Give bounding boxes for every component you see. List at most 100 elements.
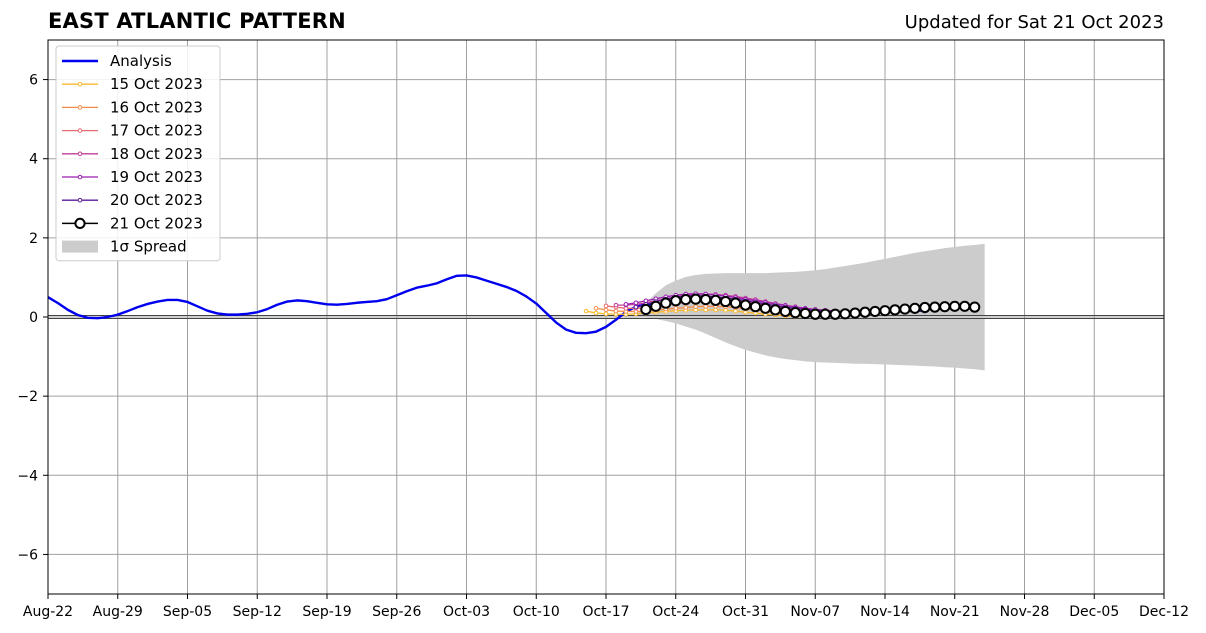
legend-label: 21 Oct 2023 [110, 214, 203, 232]
legend: Analysis 15 Oct 2023 16 Oct 2023 17 Oct 202… [55, 45, 221, 262]
x-tick-label: Nov-28 [1000, 604, 1050, 620]
series-point [919, 301, 931, 314]
series-point [640, 303, 652, 316]
legend-label: 19 Oct 2023 [110, 168, 203, 186]
y-axis-ticks: 6 4 2 0 −2 −4 −6 [17, 73, 48, 563]
analysis-line [47, 274, 656, 335]
series-point [680, 293, 692, 306]
x-tick-label: Aug-29 [93, 604, 143, 620]
series-point [959, 300, 971, 312]
series-point [593, 310, 599, 316]
legend-label: 1σ Spread [110, 238, 187, 256]
series-point [673, 305, 679, 311]
series-point [643, 298, 649, 304]
series-point [670, 295, 682, 307]
series-point [819, 308, 831, 320]
x-tick-label: Sep-12 [233, 604, 282, 620]
series-point [869, 305, 881, 318]
series-point [603, 311, 609, 317]
legend-item: 20 Oct 2023 [62, 191, 203, 209]
series-point [829, 308, 841, 320]
legend-box [55, 45, 221, 262]
series-point [909, 302, 921, 314]
spread-layer [635, 243, 985, 371]
legend-marker [77, 105, 83, 110]
legend-item: 16 Oct 2023 [62, 98, 203, 116]
series-point [849, 307, 861, 319]
series-point [690, 293, 702, 305]
legend-label: 17 Oct 2023 [110, 122, 203, 140]
series-point [623, 302, 629, 307]
x-tick-label: Nov-07 [790, 604, 840, 620]
legend-item: 19 Oct 2023 [62, 168, 203, 186]
series-point [633, 304, 639, 310]
series-point [799, 307, 811, 320]
legend-label: 18 Oct 2023 [110, 145, 203, 163]
series-point [710, 294, 722, 306]
series-point [879, 305, 891, 317]
series-point [949, 300, 961, 312]
series-point [613, 308, 619, 314]
x-tick-label: Dec-12 [1139, 604, 1189, 620]
series-point [969, 301, 981, 313]
series-point [660, 297, 672, 309]
series-point [769, 304, 781, 316]
series-point [700, 293, 712, 306]
legend-marker [77, 151, 83, 157]
legend-item: 15 Oct 2023 [62, 75, 203, 93]
legend-item: Analysis [62, 52, 172, 70]
series-point [733, 308, 738, 314]
legend-label: Analysis [110, 52, 172, 70]
series-point [729, 297, 742, 309]
series-point [899, 303, 911, 315]
y-tick-label: 4 [29, 152, 38, 168]
x-tick-label: Sep-05 [163, 604, 212, 620]
series-point [739, 299, 752, 311]
legend-marker [77, 174, 83, 180]
series-point [683, 305, 689, 310]
chart-subtitle: Updated for Sat 21 Oct 2023 [904, 12, 1164, 33]
series-point [583, 308, 589, 314]
x-tick-label: Nov-21 [930, 604, 980, 620]
legend-item: 1σ Spread [62, 238, 187, 256]
y-tick-label: −6 [17, 547, 38, 563]
legend-item: 17 Oct 2023 [62, 122, 203, 140]
series-point [713, 307, 718, 313]
series-point [859, 306, 871, 318]
series-point [929, 301, 941, 313]
y-tick-label: 0 [29, 310, 38, 326]
legend-item: 21 Oct 2023 [62, 214, 203, 232]
series-point [703, 307, 708, 313]
series-21-oct-2023 [640, 293, 981, 320]
legend-marker [77, 197, 83, 203]
series-point [809, 308, 821, 320]
x-tick-label: Oct-24 [652, 604, 699, 620]
series-point [743, 309, 748, 315]
y-tick-label: 6 [29, 73, 38, 89]
series-point [603, 303, 609, 309]
series-point [693, 304, 698, 310]
x-axis-ticks: Aug-22 Aug-29 Sep-05 Sep-12 Sep-19 Sep-26 Oct-… [23, 594, 1189, 620]
legend-marker [77, 128, 83, 133]
x-tick-label: Nov-14 [860, 604, 910, 620]
x-tick-label: Oct-10 [513, 604, 560, 620]
spread-band [635, 243, 985, 371]
series-point [839, 308, 851, 320]
legend-marker [77, 81, 83, 87]
x-tick-label: Aug-22 [23, 604, 73, 620]
legend-item: 18 Oct 2023 [62, 145, 203, 163]
series-point [939, 301, 951, 313]
x-tick-label: Oct-31 [722, 604, 769, 620]
series-point [613, 302, 619, 308]
series-point [759, 302, 772, 314]
legend-label: 16 Oct 2023 [110, 98, 203, 116]
series-point [889, 304, 901, 316]
legend-marker [74, 217, 86, 229]
series-point [593, 305, 599, 311]
legend-label: 20 Oct 2023 [110, 191, 203, 209]
series-point [723, 307, 728, 313]
series-point [749, 301, 762, 313]
series-point [650, 300, 662, 312]
series-layer [47, 274, 981, 335]
